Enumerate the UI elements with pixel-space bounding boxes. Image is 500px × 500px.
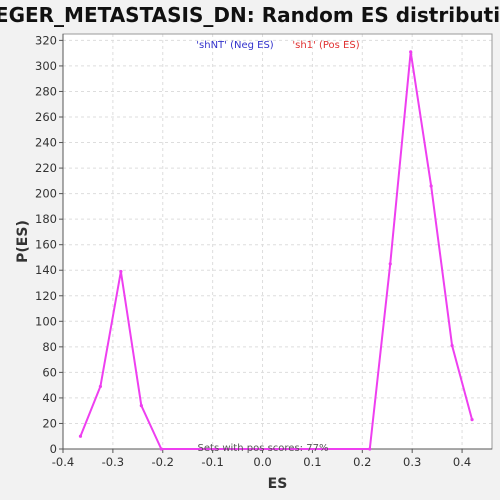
- series-point: [429, 184, 433, 188]
- x-tick-label: -0.1: [201, 455, 223, 469]
- y-tick-label: 220: [35, 161, 57, 175]
- y-tick-label: 100: [35, 314, 57, 328]
- y-tick-label: 120: [35, 289, 57, 303]
- plot-area: [63, 34, 492, 449]
- y-axis-label: P(ES): [15, 220, 31, 263]
- y-tick-label: 20: [42, 416, 57, 430]
- y-tick-label: 60: [42, 365, 57, 379]
- y-tick-label: 280: [35, 84, 57, 98]
- y-ticks: 0 20 40 60 80 100 120 140 160 180 200 220 240 260 280 3…: [35, 33, 63, 456]
- series-point: [119, 269, 123, 274]
- chart-title: JAEGER_METASTASIS_DN: Random ES distribu…: [0, 3, 500, 27]
- y-tick-label: 240: [35, 136, 57, 150]
- series-layer: [78, 50, 474, 451]
- x-tick-label: 0.3: [403, 455, 421, 469]
- y-tick-label: 0: [50, 442, 57, 456]
- series-point: [409, 50, 413, 54]
- legend-pos-es: 'sh1' (Pos ES): [292, 40, 359, 51]
- series-point: [139, 403, 143, 408]
- x-tick-label: 0.0: [253, 455, 271, 469]
- series-point: [159, 447, 163, 451]
- y-tick-label: 160: [35, 238, 57, 252]
- x-tick-label: 0.1: [303, 455, 321, 469]
- series-point: [470, 418, 474, 422]
- series-point: [450, 343, 454, 348]
- y-tick-label: 260: [35, 110, 57, 124]
- series-point: [388, 262, 392, 266]
- y-tick-label: 200: [35, 187, 57, 201]
- x-ticks: -0.4 -0.3 -0.2 -0.1 0.0 0.1 0.2 0.3 0.4: [52, 449, 471, 469]
- series-point: [98, 384, 103, 389]
- y-tick-label: 140: [35, 263, 57, 277]
- y-tick-label: 40: [42, 391, 57, 405]
- x-tick-label: 0.4: [453, 455, 471, 469]
- x-axis-label: ES: [268, 476, 288, 492]
- x-tick-label: -0.2: [152, 455, 174, 469]
- y-tick-label: 180: [35, 212, 57, 226]
- y-tick-label: 80: [42, 340, 57, 354]
- pos-scores-annotation: Sets with pos scores: 77%: [198, 443, 329, 454]
- y-tick-label: 320: [35, 33, 57, 47]
- series-point: [368, 447, 372, 451]
- legend-neg-es: 'shNT' (Neg ES): [196, 40, 274, 51]
- series-point: [78, 434, 83, 438]
- x-tick-label: -0.3: [102, 455, 124, 469]
- x-tick-label: 0.2: [353, 455, 371, 469]
- x-tick-label: -0.4: [52, 455, 74, 469]
- y-tick-label: 300: [35, 59, 57, 73]
